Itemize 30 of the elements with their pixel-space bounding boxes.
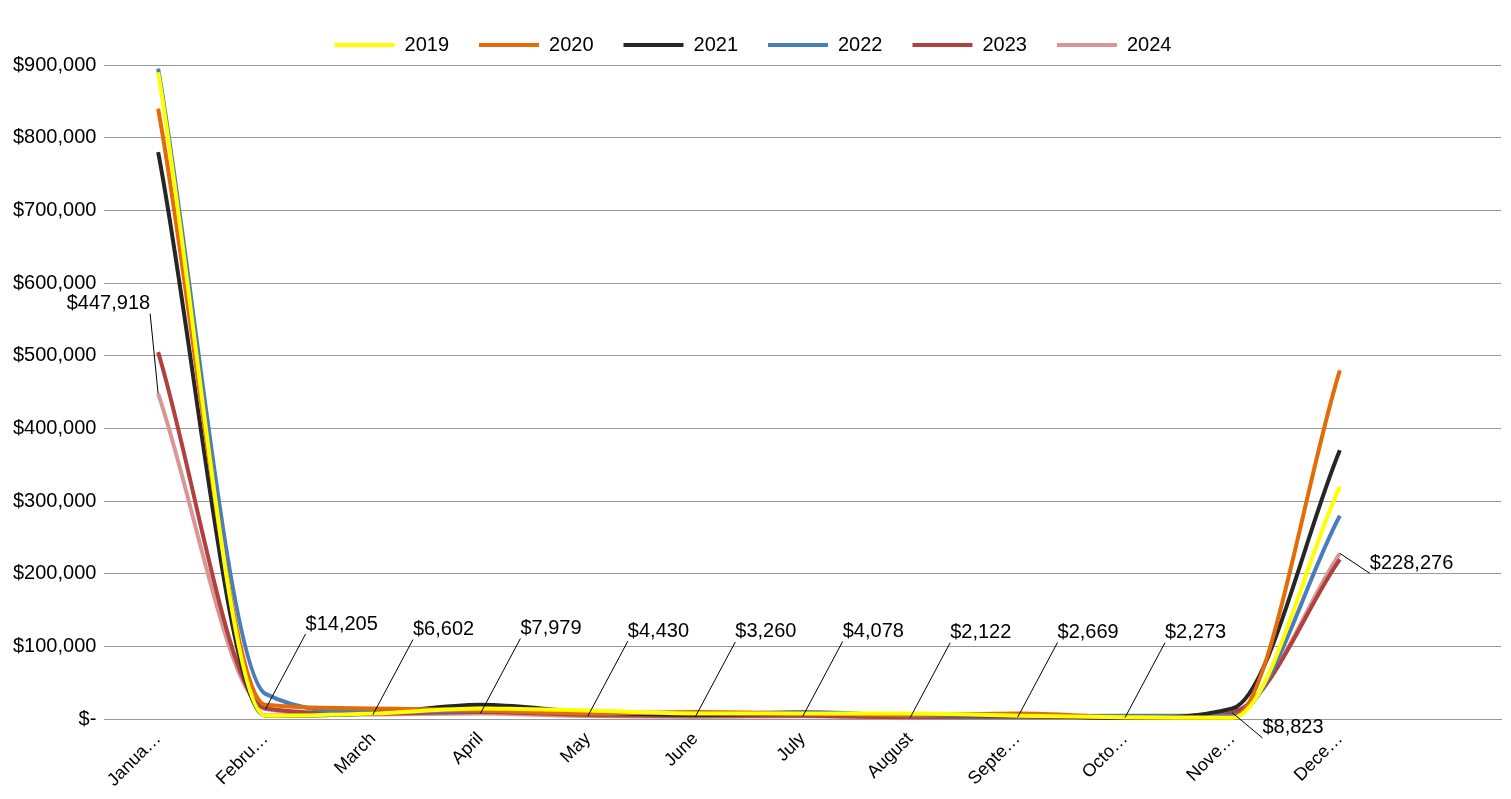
y-tick-label: $500,000 (13, 343, 97, 366)
data-label: $14,205 (305, 611, 378, 634)
y-tick-label: $600,000 (13, 270, 97, 293)
data-label: $2,122 (950, 620, 1012, 643)
data-label: $4,078 (842, 618, 904, 641)
y-tick-label: $900,000 (13, 52, 97, 75)
x-tick-label: May (556, 728, 595, 767)
legend-label: 2021 (693, 32, 739, 55)
data-label: $447,918 (66, 291, 151, 314)
data-label: $228,276 (1369, 550, 1454, 573)
y-tick-label: $- (78, 706, 97, 729)
legend-label: 2022 (838, 32, 883, 55)
y-tick-label: $300,000 (13, 488, 97, 511)
legend-label: 2023 (982, 32, 1027, 55)
y-tick-label: $800,000 (13, 125, 97, 148)
legend-label: 2019 (404, 32, 450, 55)
y-tick-label: $700,000 (13, 197, 97, 220)
data-label: $8,823 (1262, 715, 1324, 738)
y-tick-label: $400,000 (13, 416, 97, 439)
data-label: $2,273 (1165, 620, 1227, 643)
legend-label: 2020 (549, 32, 594, 55)
x-tick-label: July (772, 728, 810, 765)
y-tick-label: $100,000 (13, 634, 97, 657)
legend-label: 2024 (1126, 32, 1172, 55)
data-label: $4,430 (627, 618, 690, 641)
data-label: $6,602 (412, 617, 475, 640)
data-label: $3,260 (735, 619, 797, 642)
data-label: $2,669 (1057, 619, 1119, 642)
y-tick-label: $200,000 (13, 561, 97, 584)
data-label: $7,979 (520, 616, 582, 639)
